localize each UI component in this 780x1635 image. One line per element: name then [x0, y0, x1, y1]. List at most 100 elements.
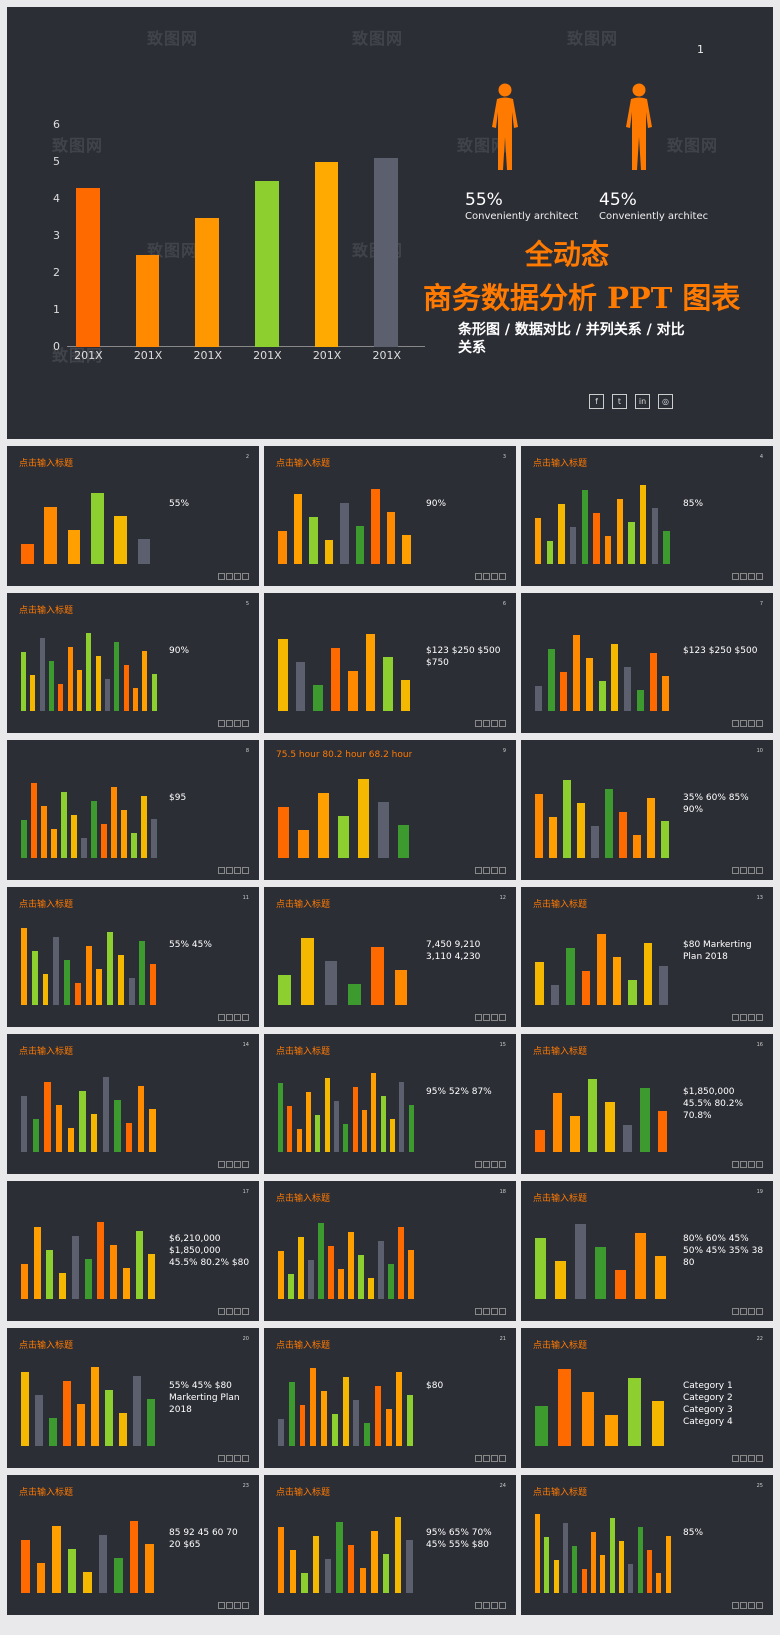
thumbnail-social-icon: [226, 1455, 233, 1462]
bar: [314, 162, 339, 347]
thumbnail-title: 点击输入标题: [19, 606, 74, 616]
thumbnail-slide[interactable]: 点击输入标题 4 85%: [521, 446, 773, 586]
y-tick-label: 2: [53, 266, 60, 279]
thumbnail-social-icon: [218, 1014, 225, 1021]
thumbnail-social-icon: [499, 867, 506, 874]
thumbnail-bar: [635, 1233, 646, 1299]
thumbnail-slide[interactable]: 点击输入标题 13 $80 Markerting Plan 2018: [521, 887, 773, 1027]
thumbnail-bar: [396, 1372, 403, 1446]
thumbnail-social-icon: [218, 867, 225, 874]
twitter-icon[interactable]: t: [612, 394, 627, 409]
thumbnail-bar: [324, 1078, 330, 1152]
thumbnail-slide[interactable]: 点击输入标题 14: [7, 1034, 259, 1174]
linkedin-icon[interactable]: in: [635, 394, 650, 409]
thumbnail-social-icon: [218, 1161, 225, 1168]
thumbnail-page-number: 13: [756, 895, 763, 901]
thumbnail-figure: $123 $250 $500: [683, 646, 758, 656]
thumbnail-bar: [318, 1223, 324, 1299]
thumbnail-slide[interactable]: 75.5 hour 80.2 hour 68.2 hour 9: [264, 740, 516, 880]
thumbnail-bar: [348, 984, 361, 1005]
thumbnail-bar: [142, 651, 148, 711]
x-tick-label: 201X: [133, 349, 163, 362]
thumbnail-bar: [91, 493, 104, 564]
thumbnail-slide[interactable]: 点击输入标题 2 55%: [7, 446, 259, 586]
thumbnail-slide[interactable]: 点击输入标题 23 85 92 45 60 70 20 $65: [7, 1475, 259, 1615]
thumbnail-slide[interactable]: 点击输入标题 24 95% 65% 70% 45% 55% $80: [264, 1475, 516, 1615]
thumbnail-slide[interactable]: 点击输入标题 25 85%: [521, 1475, 773, 1615]
thumbnail-page-number: 20: [242, 1336, 249, 1342]
thumbnail-social-icon: [499, 720, 506, 727]
thumbnail-slide[interactable]: 点击输入标题 3 90%: [264, 446, 516, 586]
thumbnail-page-number: 11: [242, 895, 249, 901]
thumbnail-page-number: 9: [502, 748, 506, 754]
thumbnail-bar: [77, 670, 83, 711]
facebook-icon[interactable]: f: [589, 394, 604, 409]
thumbnail-bar: [278, 1419, 284, 1446]
thumbnail-bar: [278, 1251, 284, 1299]
thumbnail-bar: [390, 1119, 396, 1152]
thumbnail-bar: [544, 1537, 550, 1593]
thumbnail-social-icon: [740, 867, 747, 874]
title-line-2: 商务数据分析 PPT 图表: [423, 281, 741, 315]
thumbnail-slide[interactable]: 点击输入标题 16 $1,850,000 45.5% 80.2% 70.8%: [521, 1034, 773, 1174]
bar: [254, 180, 279, 347]
thumbnail-bar: [91, 1367, 99, 1446]
thumbnail-slide[interactable]: 7 $123 $250 $500: [521, 593, 773, 733]
thumbnail-page-number: 12: [499, 895, 506, 901]
thumbnail-social-icon: [748, 720, 755, 727]
thumbnail-social-icon: [483, 1161, 490, 1168]
thumbnail-bar: [628, 980, 637, 1005]
thumbnail-slide[interactable]: 点击输入标题 19 80% 60% 45% 50% 45% 35% 38 80: [521, 1181, 773, 1321]
thumbnail-slide[interactable]: 点击输入标题 20 55% 45% $80 Markerting Plan 2018: [7, 1328, 259, 1468]
thumbnail-social-icon: [483, 1602, 490, 1609]
thumbnail-slide[interactable]: 10 35% 60% 85% 90%: [521, 740, 773, 880]
thumbnail-social-icon: [483, 573, 490, 580]
thumbnail-social-icon: [242, 1308, 249, 1315]
thumbnail-slide[interactable]: 17 $6,210,000 $1,850,000 45.5% 80.2% $80: [7, 1181, 259, 1321]
thumbnail-bar: [552, 1093, 563, 1152]
thumbnail-slide[interactable]: 点击输入标题 18: [264, 1181, 516, 1321]
watermark: 致图网: [457, 136, 509, 155]
thumbnail-chart: [278, 1511, 418, 1593]
stat-label: Conveniently architect: [465, 211, 579, 222]
thumbnail-slide[interactable]: 8 $95: [7, 740, 259, 880]
thumbnail-social-icon: [732, 1455, 739, 1462]
hero-slide[interactable]: 致图网 致图网 致图网 致图网 致图网 致图网 致图网 致图网 致图网 1 01…: [7, 7, 773, 439]
thumbnail-bar: [331, 1414, 338, 1446]
thumbnail-bar: [324, 540, 334, 564]
thumbnail-bar: [95, 656, 101, 711]
thumbnail-bar: [535, 1238, 546, 1299]
thumbnail-slide[interactable]: 点击输入标题 15 95% 52% 87%: [264, 1034, 516, 1174]
thumbnail-bar: [598, 681, 606, 711]
thumbnail-slide[interactable]: 点击输入标题 12 7,450 9,210 3,110 4,230: [264, 887, 516, 1027]
y-tick-label: 1: [53, 303, 60, 316]
thumbnail-slide[interactable]: 点击输入标题 11 55% 45%: [7, 887, 259, 1027]
thumbnail-bar: [374, 1386, 381, 1446]
instagram-icon[interactable]: ◎: [658, 394, 673, 409]
thumbnail-chart: [535, 482, 675, 564]
thumbnail-social-icon: [756, 1161, 763, 1168]
thumbnail-bar: [633, 835, 641, 858]
thumbnail-bar: [549, 817, 557, 858]
thumbnail-bar: [371, 947, 385, 1005]
thumbnail-slide[interactable]: 点击输入标题 21 $80: [264, 1328, 516, 1468]
thumbnail-social-icon: [226, 1014, 233, 1021]
thumbnail-bar: [150, 964, 157, 1005]
thumbnail-bar: [338, 1269, 344, 1299]
thumbnail-bar: [657, 1111, 668, 1152]
thumbnail-social-icon: [748, 1602, 755, 1609]
thumbnail-bar: [278, 807, 289, 858]
thumbnail-social-icon: [740, 573, 747, 580]
thumbnail-bar: [299, 1405, 306, 1446]
thumbnail-bar: [647, 798, 655, 858]
thumbnail-slide[interactable]: 点击输入标题 5 90%: [7, 593, 259, 733]
thumbnail-slide[interactable]: 6 $123 $250 $500 $750: [264, 593, 516, 733]
thumbnail-slide[interactable]: 点击输入标题 22 Category 1 Category 2 Category 3…: [521, 1328, 773, 1468]
thumbnail-social-icon: [756, 1014, 763, 1021]
thumbnail-page-number: 19: [756, 1189, 763, 1195]
thumbnail-social-icon: [499, 1308, 506, 1315]
thumbnail-bar: [636, 690, 644, 711]
thumbnail-bar: [137, 539, 151, 564]
thumbnail-bar: [42, 974, 49, 1005]
thumbnail-bar: [114, 1558, 123, 1593]
